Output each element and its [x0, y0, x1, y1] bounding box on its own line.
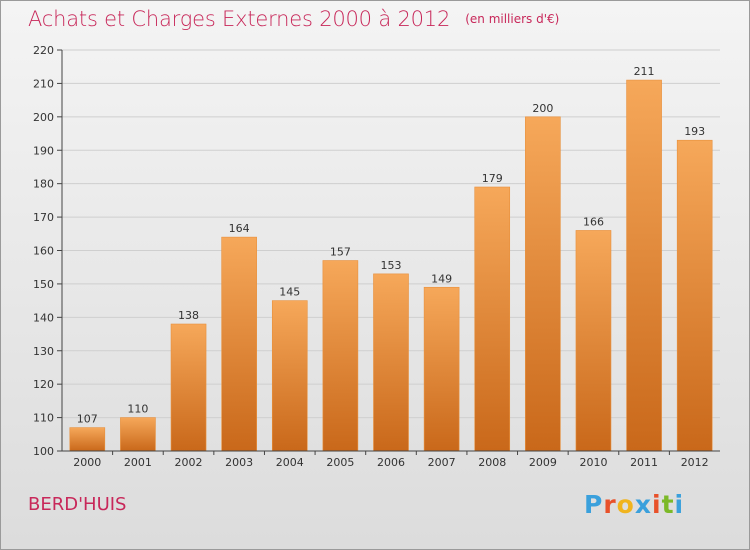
x-tick-label: 2007	[428, 456, 456, 469]
x-tick-label: 2004	[276, 456, 304, 469]
y-tick-label: 190	[33, 144, 54, 157]
x-tick-label: 2012	[681, 456, 709, 469]
data-label: 145	[279, 286, 300, 299]
logo-letter: i	[674, 490, 685, 519]
data-label: 166	[583, 215, 604, 228]
bar	[271, 300, 308, 452]
bar	[626, 79, 662, 452]
data-label: 193	[684, 125, 705, 138]
data-label: 107	[77, 413, 98, 426]
x-tick-label: 2000	[73, 456, 101, 469]
data-label: 211	[634, 65, 655, 78]
y-tick-label: 150	[33, 278, 54, 291]
y-tick-label: 200	[33, 111, 54, 124]
data-label: 157	[330, 246, 351, 259]
y-tick-label: 110	[33, 412, 54, 425]
y-tick-label: 100	[33, 445, 54, 458]
y-tick-label: 210	[33, 77, 54, 90]
x-tick-label: 2003	[225, 456, 253, 469]
data-label: 179	[482, 172, 503, 185]
bar	[69, 427, 106, 452]
bar	[170, 323, 207, 452]
logo-letter: t	[661, 490, 675, 519]
bar	[525, 116, 561, 452]
chart-title: Achats et Charges Externes 2000 à 2012	[28, 7, 451, 31]
y-tick-label: 140	[33, 311, 54, 324]
y-tick-label: 220	[33, 44, 54, 57]
logo-letter: r	[603, 490, 617, 519]
logo-letter: i	[652, 490, 662, 519]
bar	[575, 230, 612, 452]
bar	[322, 260, 359, 452]
data-label: 138	[178, 309, 199, 322]
data-label: 110	[127, 403, 148, 416]
bar	[676, 139, 713, 452]
data-label: 149	[431, 272, 452, 285]
proxiti-logo[interactable]: Proxiti	[584, 490, 684, 519]
place-name: BERD'HUIS	[28, 494, 127, 515]
x-tick-label: 2008	[478, 456, 506, 469]
logo-letter: x	[634, 490, 652, 519]
y-tick-label: 160	[33, 245, 54, 258]
y-tick-label: 170	[33, 211, 54, 224]
logo-letter: P	[584, 490, 604, 519]
x-tick-label: 2002	[175, 456, 203, 469]
logo-letter: o	[616, 490, 635, 519]
x-tick-label: 2005	[326, 456, 354, 469]
bar	[373, 273, 409, 452]
x-tick-label: 2006	[377, 456, 405, 469]
bar	[120, 417, 156, 452]
chart-title-block: Achats et Charges Externes 2000 à 2012 (…	[28, 7, 559, 31]
y-tick-label: 120	[33, 378, 54, 391]
chart-unit: (en milliers d'€)	[465, 12, 560, 26]
data-label: 153	[381, 259, 402, 272]
bar	[221, 236, 257, 452]
y-tick-label: 130	[33, 345, 54, 358]
x-tick-label: 2001	[124, 456, 152, 469]
bar	[423, 286, 460, 452]
bar	[474, 186, 511, 452]
data-label: 164	[229, 222, 250, 235]
x-tick-label: 2009	[529, 456, 557, 469]
x-tick-label: 2010	[579, 456, 607, 469]
y-tick-label: 180	[33, 178, 54, 191]
x-tick-label: 2011	[630, 456, 658, 469]
data-label: 200	[532, 102, 553, 115]
